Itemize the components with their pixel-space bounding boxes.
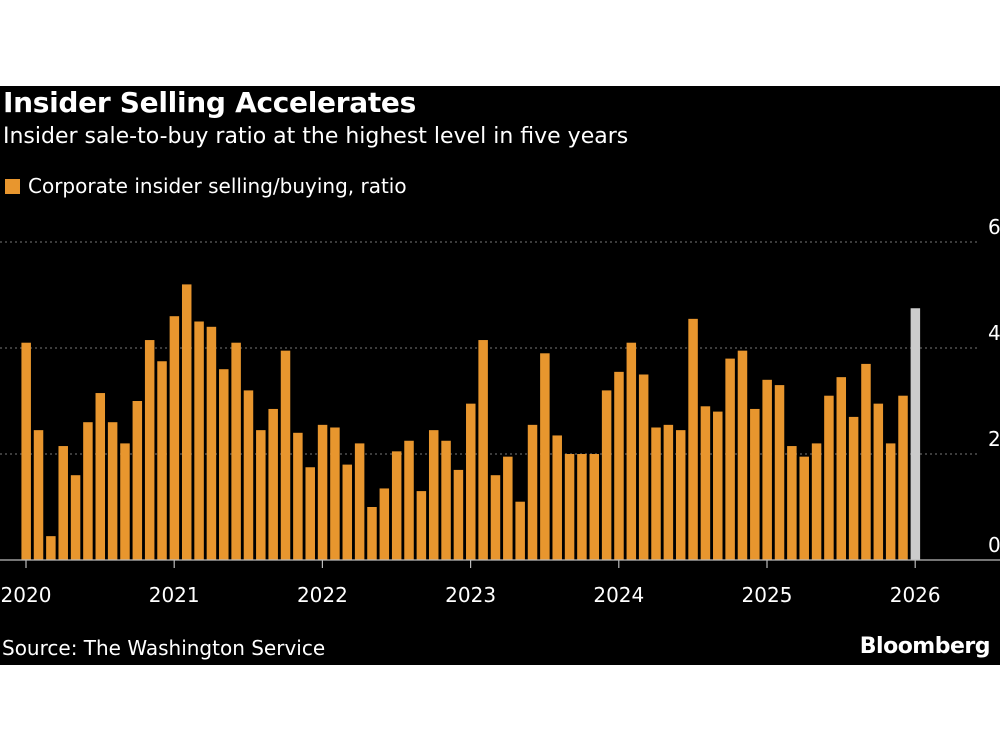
bar (404, 440, 414, 560)
bar (861, 363, 871, 560)
bar (243, 390, 254, 560)
bar (638, 374, 649, 560)
x-tick-label: 2022 (297, 583, 348, 607)
bar (453, 469, 464, 560)
bar (663, 424, 674, 560)
y-tick-label: 0 (988, 533, 1000, 557)
bar (169, 316, 180, 560)
y-tick-label: 2 (988, 427, 1000, 451)
bar (787, 446, 797, 560)
bar (83, 422, 93, 560)
chart-panel: Insider Selling Accelerates Insider sale… (0, 86, 1000, 665)
bar (194, 321, 204, 560)
bar (614, 371, 624, 560)
bar (824, 395, 834, 560)
bar (836, 377, 847, 560)
bar (589, 454, 600, 560)
bar (342, 464, 353, 560)
bar (293, 432, 303, 560)
latest-bar (910, 308, 921, 560)
x-tick-label: 2024 (593, 583, 644, 607)
chart-title: Insider Selling Accelerates (3, 86, 416, 119)
bar (848, 416, 859, 560)
bar (811, 443, 822, 560)
bar (46, 536, 56, 560)
bar (799, 456, 809, 560)
bar (21, 342, 31, 560)
bar (280, 350, 291, 560)
bar (503, 456, 513, 560)
bar (688, 318, 698, 560)
y-tick-labels: 0 2 4 6 (988, 215, 1000, 557)
bars (21, 284, 921, 560)
bar (898, 395, 908, 560)
bar (737, 350, 748, 560)
bar (466, 403, 476, 560)
bar (490, 475, 501, 560)
x-tick-label: 2021 (149, 583, 200, 607)
bar (231, 342, 241, 560)
bar (219, 369, 229, 560)
bar (478, 340, 488, 560)
x-axis: 2020 2021 2022 2023 2024 2025 2026 (0, 559, 1000, 607)
bar (873, 403, 884, 560)
x-tick-label: 2023 (445, 583, 496, 607)
bar (675, 430, 686, 560)
y-tick-label: 4 (988, 321, 1000, 345)
bar (256, 430, 266, 560)
bar (416, 491, 427, 560)
bar (552, 435, 562, 560)
bar (120, 443, 130, 560)
bar (441, 440, 451, 560)
bar (206, 326, 217, 560)
bar (601, 390, 612, 560)
bar (651, 427, 661, 560)
legend-swatch (5, 178, 20, 194)
x-tick-label: 2025 (742, 583, 793, 607)
bar (132, 401, 143, 560)
bar (330, 427, 340, 560)
bar (157, 361, 167, 560)
bar (725, 358, 735, 560)
bar (527, 424, 538, 560)
chart-subtitle: Insider sale-to-buy ratio at the highest… (3, 124, 629, 149)
legend: Corporate insider selling/buying, ratio (5, 174, 407, 198)
bar (95, 393, 106, 560)
legend-label: Corporate insider selling/buying, ratio (28, 174, 407, 198)
bar (750, 408, 760, 560)
bar (564, 454, 575, 560)
bar (317, 424, 328, 560)
bar (515, 501, 525, 560)
source-note: Source: The Washington Service (2, 636, 326, 660)
bar (885, 443, 896, 560)
x-tick-label: 2020 (1, 583, 52, 607)
bar (700, 406, 711, 560)
bar (379, 488, 390, 560)
bar (70, 475, 81, 560)
bar (391, 451, 402, 560)
bar (577, 454, 587, 560)
bar (144, 340, 155, 560)
bar (540, 353, 550, 560)
bar (58, 446, 68, 560)
bar-chart: 2020 2021 2022 2023 2024 2025 2026 0 2 4 6 (0, 215, 1000, 607)
bar (181, 284, 192, 560)
x-tick-label: 2026 (890, 583, 941, 607)
y-tick-label: 6 (988, 215, 1000, 239)
bar (762, 379, 772, 560)
bar (367, 507, 377, 560)
bar (107, 422, 118, 560)
bar (33, 430, 44, 560)
bar (305, 467, 315, 560)
bar (428, 430, 439, 560)
bar (626, 342, 637, 560)
bar (713, 411, 723, 560)
bloomberg-logo: Bloomberg (859, 634, 991, 659)
bar (774, 385, 785, 560)
bar (268, 408, 278, 560)
bar (354, 443, 365, 560)
